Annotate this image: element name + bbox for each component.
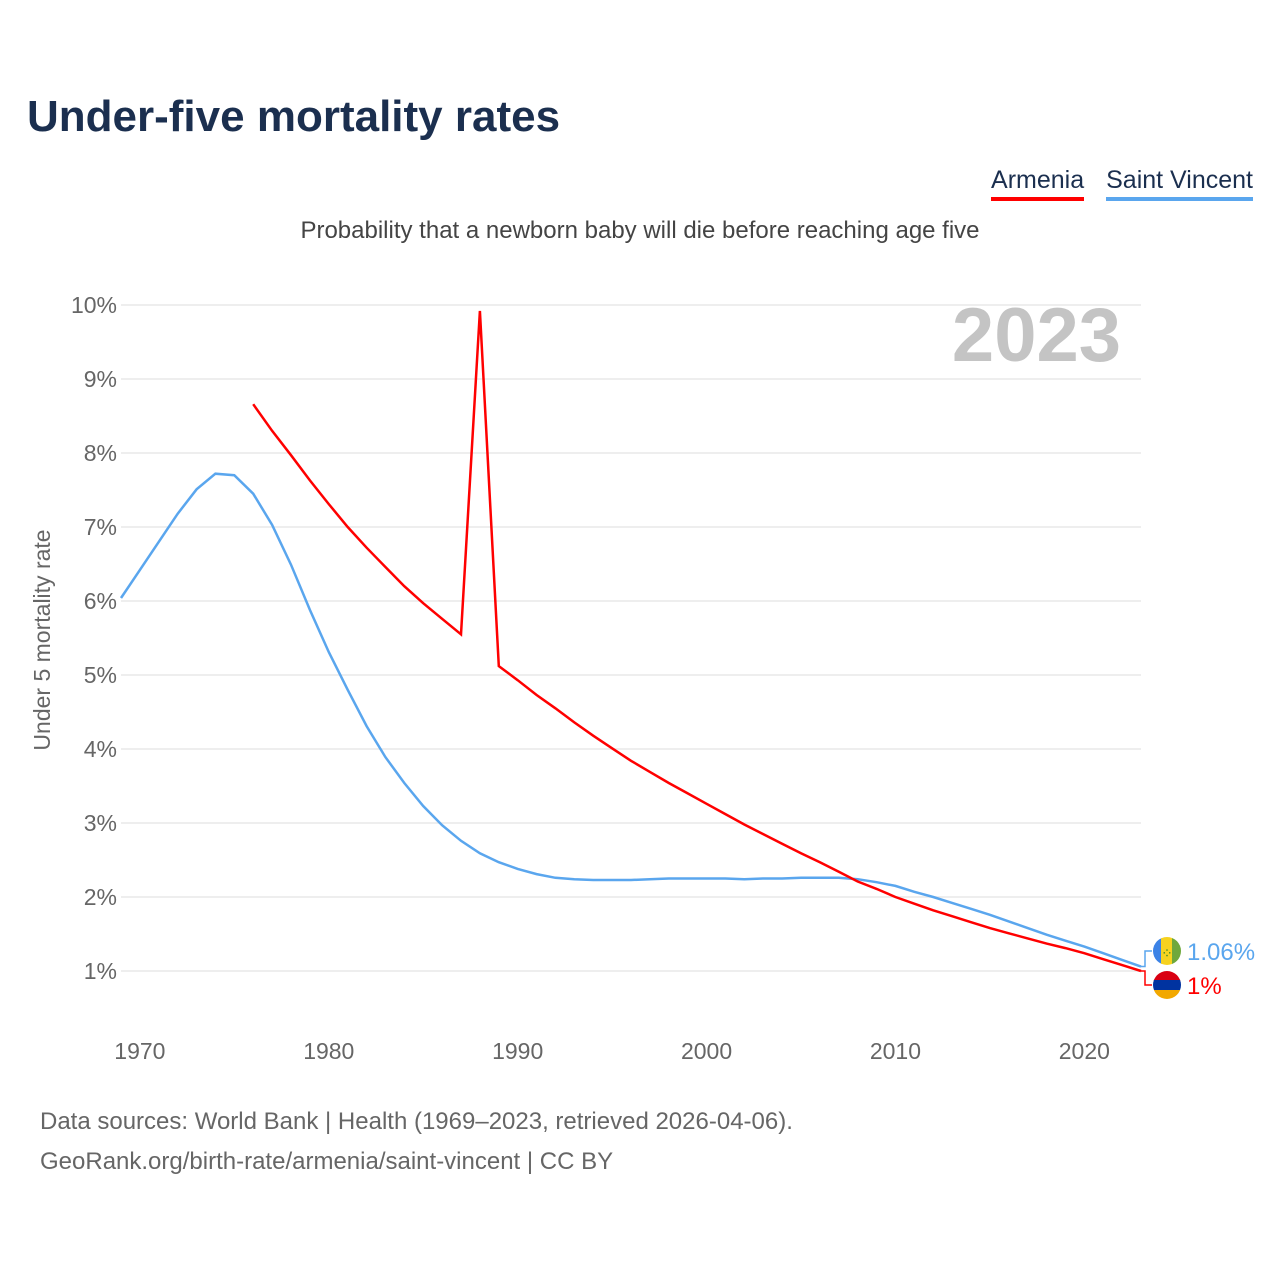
end-connector	[1141, 950, 1152, 968]
x-tick-label: 1990	[492, 1038, 543, 1064]
series-line-armenia	[252, 310, 1142, 973]
y-tick-label: 7%	[84, 514, 117, 540]
flag-diamonds: ⁘	[1161, 945, 1173, 961]
series-line-saint-vincent	[119, 472, 1142, 968]
end-value-label: 1%	[1187, 973, 1222, 1000]
y-tick-label: 2%	[84, 884, 117, 910]
end-connector	[1141, 970, 1152, 986]
y-tick-label: 10%	[71, 292, 117, 318]
end-value-label: 1.06%	[1187, 939, 1255, 966]
y-tick-label: 1%	[84, 958, 117, 984]
chart-subtitle: Probability that a newborn baby will die…	[300, 217, 980, 244]
year-label: 2023	[952, 293, 1121, 378]
legend-saint-vincent[interactable]: Saint Vincent	[1106, 166, 1253, 201]
x-tick-label: 1970	[114, 1038, 165, 1064]
source-line-2[interactable]: GeoRank.org/birth-rate/armenia/saint-vin…	[40, 1148, 614, 1175]
y-tick-label: 8%	[84, 440, 117, 466]
y-tick-label: 6%	[84, 588, 117, 614]
chart-title: Under-five mortality rates	[27, 92, 561, 141]
y-tick-label: 5%	[84, 662, 117, 688]
armenia-flag-icon	[1153, 971, 1181, 999]
legend: Armenia Saint Vincent	[991, 166, 1253, 201]
y-tick-label: 4%	[84, 736, 117, 762]
source-line-1: Data sources: World Bank | Health (1969–…	[40, 1108, 793, 1135]
y-tick-label: 9%	[84, 366, 117, 392]
saint-vincent-flag-icon	[1153, 937, 1181, 965]
x-tick-label: 2010	[870, 1038, 921, 1064]
y-tick-label: 3%	[84, 810, 117, 836]
x-tick-label: 2020	[1059, 1038, 1110, 1064]
legend-armenia[interactable]: Armenia	[991, 166, 1085, 201]
y-axis-label: Under 5 mortality rate	[29, 529, 55, 750]
x-tick-label: 1980	[303, 1038, 354, 1064]
x-tick-label: 2000	[681, 1038, 732, 1064]
